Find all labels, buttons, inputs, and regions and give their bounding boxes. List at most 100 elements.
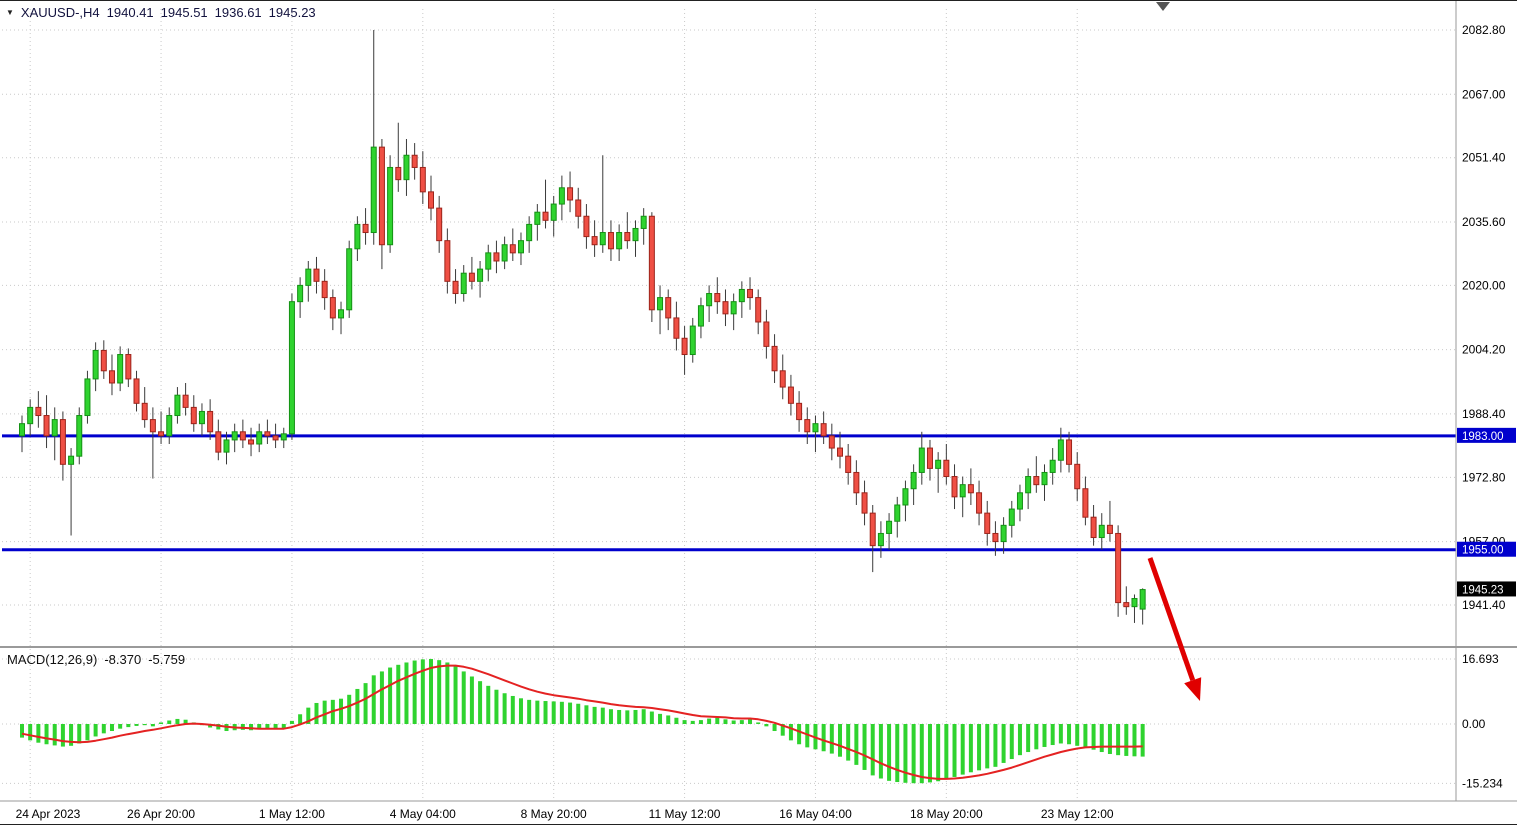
macd-histogram-bar xyxy=(453,666,458,724)
candle-body xyxy=(207,410,214,433)
macd-histogram-bar xyxy=(60,724,65,747)
candle-body xyxy=(35,406,42,417)
macd-histogram-bar xyxy=(788,724,793,741)
macd-histogram-bar xyxy=(535,700,540,724)
macd-histogram-bar xyxy=(739,720,744,724)
macd-indicator-label: MACD(12,26,9) -8.370 -5.759 xyxy=(7,652,185,667)
candle-body xyxy=(223,439,230,453)
macd-histogram-bar xyxy=(28,724,33,741)
macd-histogram-bar xyxy=(977,724,982,771)
macd-histogram-bar xyxy=(649,711,654,724)
trend-arrow-annotation[interactable] xyxy=(1147,557,1196,682)
candle-body xyxy=(1074,463,1081,490)
open-value: 1940.41 xyxy=(106,5,154,20)
macd-histogram-bar xyxy=(1107,724,1112,754)
candle-body xyxy=(1033,476,1040,486)
candle-body xyxy=(542,211,549,221)
current-price-badge xyxy=(1457,581,1516,597)
macd-histogram-bar xyxy=(1132,724,1137,757)
candle-body xyxy=(648,215,655,311)
macd-main-value: -8.370 xyxy=(104,652,142,667)
candle-body xyxy=(108,370,115,384)
time-axis-label: 16 May 04:00 xyxy=(779,807,852,821)
macd-histogram-bar xyxy=(281,724,286,729)
candle-body xyxy=(837,447,843,457)
macd-histogram-bar xyxy=(478,681,483,724)
price-axis-label: 2020.00 xyxy=(1462,278,1506,292)
close-value: 1945.23 xyxy=(268,5,316,20)
candle-body xyxy=(526,223,533,242)
macd-histogram-bar xyxy=(1075,724,1080,746)
price-axis-label: 2051.40 xyxy=(1462,151,1506,165)
candle-body xyxy=(215,431,222,453)
candle-body xyxy=(329,297,336,319)
candle-body xyxy=(141,402,148,421)
chart-shift-marker[interactable] xyxy=(1156,2,1170,11)
candle-body xyxy=(313,268,320,282)
macd-histogram-bar xyxy=(20,724,24,738)
candle-body xyxy=(747,288,754,299)
macd-histogram-bar xyxy=(412,660,417,724)
candle-body xyxy=(149,419,156,433)
candle-body xyxy=(158,431,165,437)
candle-body xyxy=(248,439,255,445)
macd-histogram-bar xyxy=(1058,724,1063,744)
macd-histogram-bar xyxy=(666,715,671,724)
candle-body xyxy=(926,447,933,469)
macd-histogram-bar xyxy=(797,724,802,745)
price-axis-label: 1988.40 xyxy=(1462,407,1506,421)
candle-body xyxy=(428,191,434,209)
macd-histogram-bar xyxy=(494,689,499,724)
macd-histogram-bar xyxy=(584,705,589,724)
macd-histogram-bar xyxy=(69,724,74,746)
candle-body xyxy=(403,154,410,181)
candle-body xyxy=(575,199,582,217)
macd-histogram-bar xyxy=(568,702,573,724)
candle-body xyxy=(239,431,246,441)
candle-body xyxy=(894,504,901,522)
macd-histogram-bar xyxy=(887,724,892,781)
macd-histogram-bar xyxy=(756,722,761,724)
macd-histogram-bar xyxy=(429,658,433,724)
time-axis-label: 8 May 20:00 xyxy=(521,807,587,821)
macd-histogram-bar xyxy=(936,724,941,782)
macd-histogram-bar xyxy=(805,724,810,748)
candle-body xyxy=(27,406,34,425)
macd-histogram-bar xyxy=(764,724,769,727)
macd-histogram-bar xyxy=(641,709,646,724)
low-value: 1936.61 xyxy=(214,5,262,20)
candle-body xyxy=(19,423,25,437)
candle-body xyxy=(1000,524,1007,543)
current-price-badge-label: 1945.23 xyxy=(1462,584,1504,596)
macd-histogram-bar xyxy=(486,685,491,724)
macd-histogram-bar xyxy=(77,724,82,744)
macd-histogram-bar xyxy=(142,724,147,726)
macd-histogram-bar xyxy=(420,659,425,724)
candle-body xyxy=(92,349,99,380)
macd-histogram-bar xyxy=(273,724,278,730)
macd-histogram-bar xyxy=(846,724,851,761)
candle-body xyxy=(1106,524,1113,534)
candle-body xyxy=(84,378,91,417)
candle-body xyxy=(280,433,287,441)
symbol-dropdown-icon[interactable]: ▼ xyxy=(6,8,14,17)
candle-body xyxy=(845,455,852,473)
macd-histogram-bar xyxy=(1091,724,1096,750)
price-axis-label: 2082.80 xyxy=(1462,23,1506,37)
candle-body xyxy=(460,272,467,295)
candle-body xyxy=(869,512,876,547)
macd-histogram-bar xyxy=(109,724,114,732)
macd-histogram-bar xyxy=(527,699,532,724)
candle-body xyxy=(877,532,884,547)
time-axis-label: 18 May 20:00 xyxy=(910,807,983,821)
candle-body xyxy=(796,402,803,421)
macd-histogram-bar xyxy=(1140,724,1145,757)
macd-histogram-bar xyxy=(838,724,842,757)
macd-histogram-bar xyxy=(36,724,41,743)
candle-body xyxy=(853,471,860,494)
macd-signal-line xyxy=(21,664,1143,780)
candle-body xyxy=(771,345,778,372)
candle-body xyxy=(910,471,917,490)
macd-histogram-bar xyxy=(322,700,327,724)
